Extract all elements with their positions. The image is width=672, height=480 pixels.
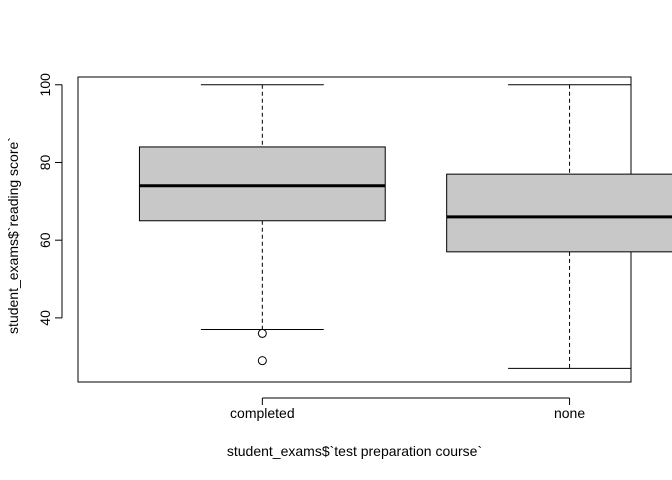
y-tick-label: 80 — [37, 154, 53, 170]
iqr-box — [446, 173, 672, 253]
box-none — [446, 84, 672, 369]
y-tick-label: 40 — [37, 310, 53, 326]
outlier-point — [257, 356, 267, 366]
y-axis: 40 60 80 100 — [37, 73, 63, 326]
box-completed — [138, 84, 386, 366]
x-axis: completed none — [230, 397, 585, 421]
x-tick-label: completed — [230, 405, 295, 421]
y-tick-label: 60 — [37, 232, 53, 248]
x-tick-label: none — [554, 405, 585, 421]
iqr-box — [138, 146, 386, 222]
outlier-point — [257, 328, 267, 338]
y-axis-label: student_exams$`reading score` — [5, 137, 21, 334]
y-tick-label: 100 — [37, 73, 53, 97]
boxes — [138, 84, 672, 369]
x-axis-label: student_exams$`test preparation course` — [227, 443, 482, 459]
